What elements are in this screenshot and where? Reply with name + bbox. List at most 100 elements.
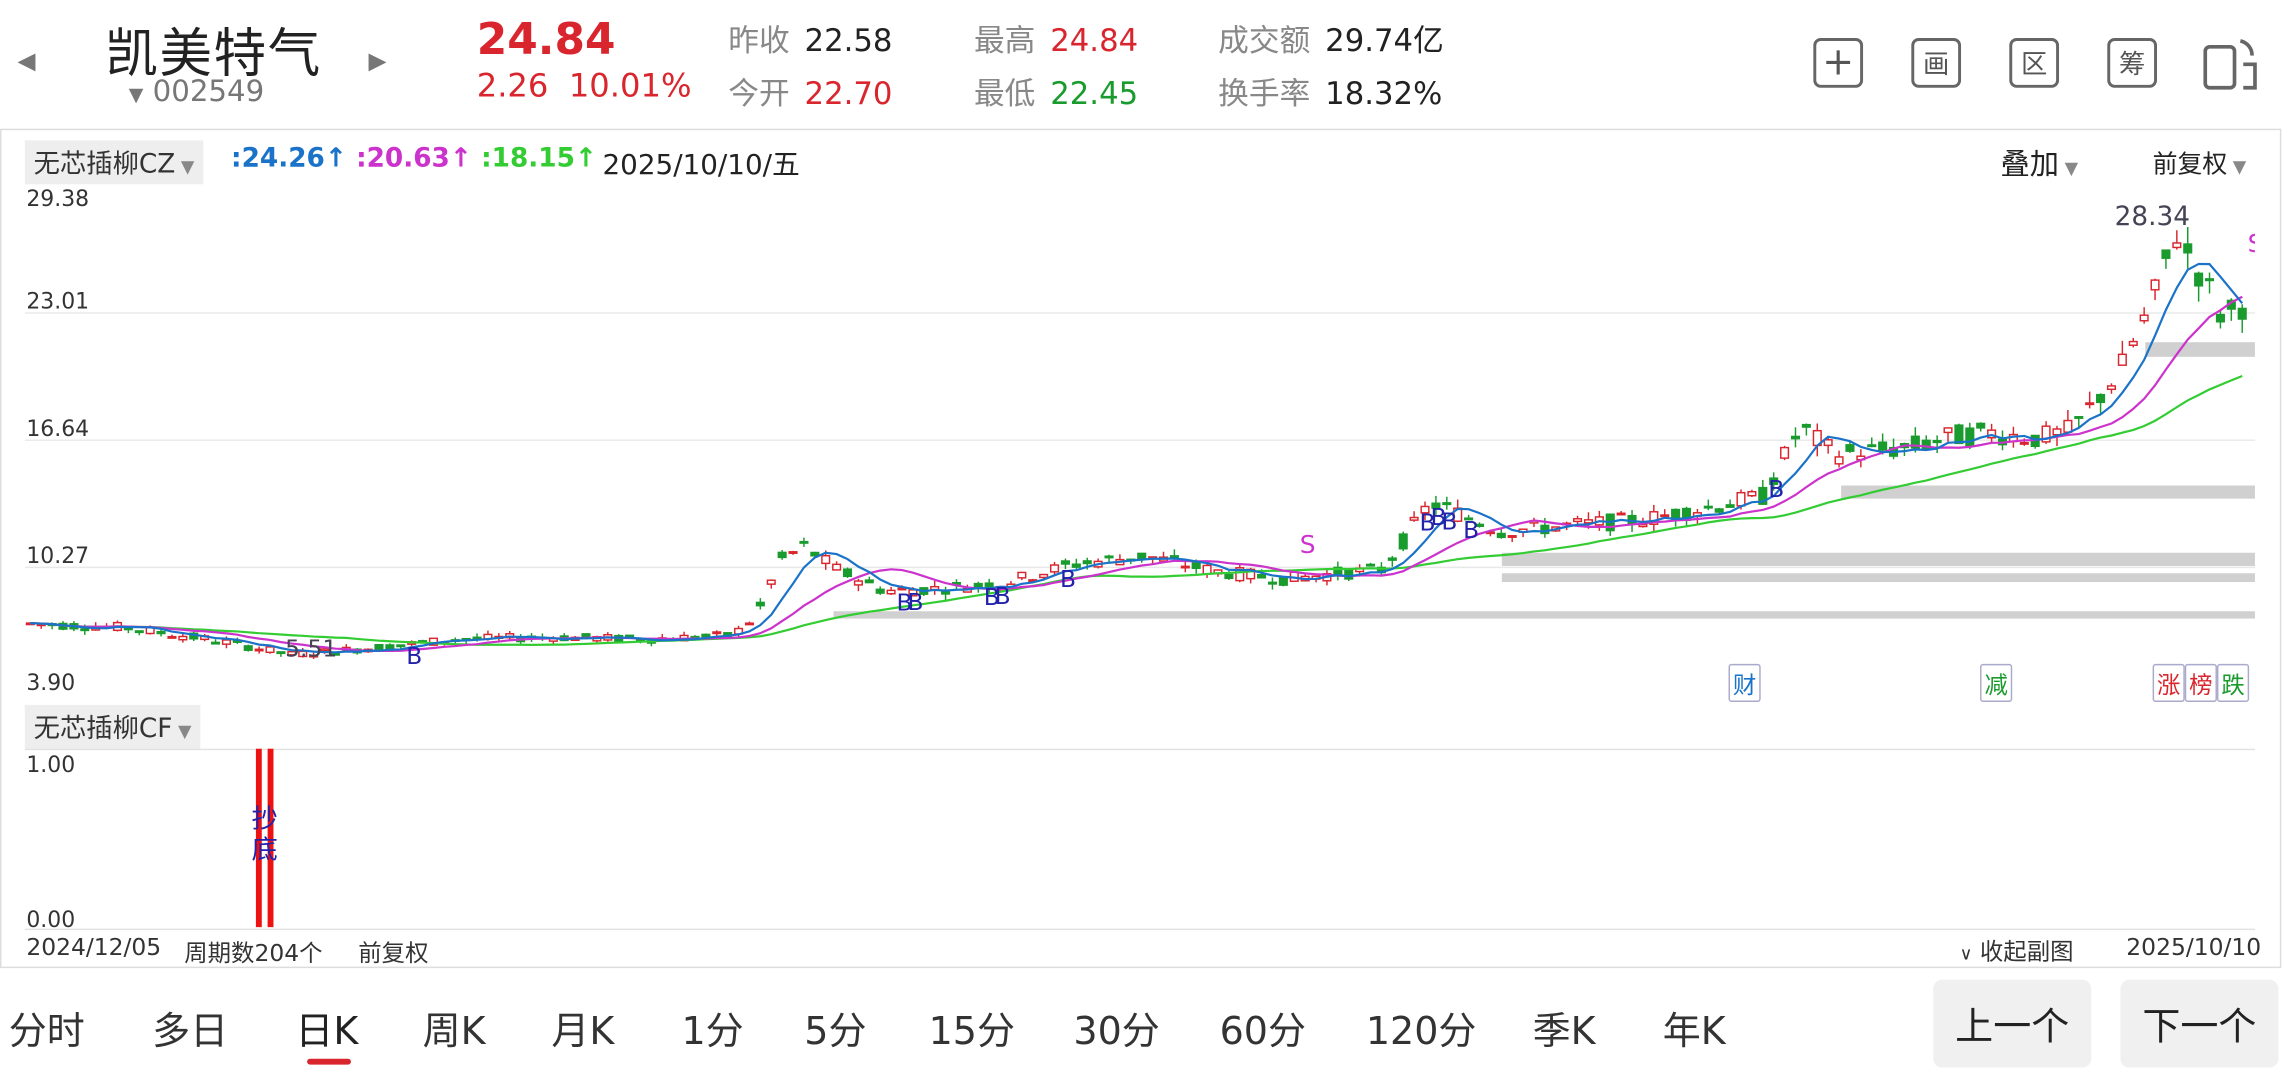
- candle-body: [1747, 490, 1757, 497]
- candle-body: [1910, 435, 1920, 449]
- active-tab-indicator: [307, 1058, 351, 1065]
- collapse-subchart-button[interactable]: ∨ 收起副图: [1959, 937, 2074, 966]
- tab-timeshare[interactable]: 分时: [8, 1010, 85, 1055]
- candle-body: [1398, 533, 1408, 550]
- price-axis-label: 23.01: [26, 288, 90, 315]
- candle-body: [897, 587, 907, 591]
- buy-signal: B: [1768, 475, 1784, 503]
- candle-body: [2237, 307, 2247, 320]
- overlay-button[interactable]: 叠加 ▼: [2000, 146, 2079, 182]
- candle-body: [1954, 424, 1964, 445]
- prev-stock-icon[interactable]: ◀: [17, 46, 36, 75]
- rotate-screen-icon[interactable]: [2199, 32, 2260, 99]
- next-stock-icon[interactable]: ▶: [368, 46, 387, 75]
- candle-body: [2052, 428, 2062, 436]
- candle-body: [973, 582, 983, 588]
- stock-code: 002549: [152, 73, 265, 109]
- candle-body: [2041, 425, 2051, 443]
- candle-body: [941, 591, 951, 595]
- tab-120min[interactable]: 120分: [1365, 1010, 1477, 1055]
- candle-body: [1039, 573, 1049, 579]
- candle-body: [1049, 564, 1060, 573]
- tab-15min[interactable]: 15分: [928, 1010, 1016, 1055]
- adjust-button[interactable]: 前复权 ▼: [2152, 150, 2247, 180]
- add-icon[interactable]: +: [1813, 38, 1864, 88]
- dropdown-icon: ▼: [128, 84, 144, 107]
- finance-tag[interactable]: 财: [1728, 663, 1761, 702]
- candle-body: [1071, 563, 1081, 568]
- rise-tag[interactable]: 涨: [2152, 663, 2185, 702]
- candle-body: [799, 540, 809, 544]
- stat-label: 今开: [728, 76, 790, 112]
- candle-body: [2096, 393, 2106, 404]
- buy-signal: B: [984, 583, 1000, 611]
- candle-body: [1758, 486, 1768, 505]
- ma-short-line: [30, 262, 2244, 654]
- candle-body: [832, 563, 842, 571]
- price-change: 2.26 10.01%: [477, 69, 692, 106]
- fall-tag[interactable]: 跌: [2216, 663, 2250, 702]
- tab-multiday[interactable]: 多日: [152, 1010, 229, 1055]
- candle-body: [1202, 564, 1212, 575]
- candle-body: [701, 633, 711, 638]
- candle-body: [2183, 243, 2193, 254]
- candle-body: [1409, 516, 1419, 521]
- candle-body: [1790, 435, 1801, 440]
- main-indicator-selector[interactable]: 无芯插柳CZ ▼: [24, 140, 204, 185]
- candle-body: [1191, 561, 1201, 570]
- candle-body: [1442, 502, 1452, 506]
- candle-body: [2150, 279, 2160, 291]
- tab-quarterly-k[interactable]: 季K: [1532, 1010, 1596, 1055]
- candle-body: [319, 648, 330, 652]
- tab-monthly-k[interactable]: 月K: [551, 1010, 615, 1055]
- stat-label: 换手率: [1218, 76, 1311, 112]
- tab-5min[interactable]: 5分: [804, 1010, 867, 1055]
- low-price-marker: 5.51: [285, 634, 338, 663]
- stock-code-row[interactable]: ▼ 002549: [129, 73, 265, 108]
- candle-body: [1257, 573, 1267, 579]
- candle-body: [1823, 439, 1833, 447]
- tab-yearly-k[interactable]: 年K: [1662, 1010, 1726, 1055]
- stat-value: 22.45: [1050, 76, 1139, 112]
- draw-icon[interactable]: 画: [1911, 38, 1962, 88]
- tab-60min[interactable]: 60分: [1219, 1010, 1307, 1055]
- candle-body: [1365, 563, 1376, 567]
- candle-body: [2204, 278, 2215, 282]
- chip-icon[interactable]: 筹: [2107, 38, 2157, 88]
- candle-body: [864, 579, 874, 584]
- ma-long-value: :18.15↑: [481, 143, 597, 175]
- sub-indicator-selector[interactable]: 无芯插柳CF ▼: [24, 704, 201, 749]
- tab-weekly-k[interactable]: 周K: [422, 1010, 486, 1055]
- period-count: 周期数204个: [184, 938, 323, 967]
- tab-daily-k[interactable]: 日K: [295, 1010, 359, 1055]
- candle-body: [1714, 508, 1724, 513]
- prev-button[interactable]: 上一个: [1933, 979, 2092, 1068]
- signal-bar: [267, 748, 274, 928]
- indicator-name: 无芯插柳CF: [33, 713, 173, 745]
- stat-label: 成交额: [1218, 23, 1311, 59]
- price-axis-label: 16.64: [26, 415, 90, 442]
- sell-signal: S: [1300, 530, 1316, 559]
- list-tag[interactable]: 榜: [2184, 663, 2217, 702]
- range-icon[interactable]: 区: [2009, 38, 2060, 88]
- buy-signal: B: [1441, 507, 1457, 535]
- candle-body: [755, 601, 765, 607]
- candle-body: [309, 654, 319, 658]
- candle-body: [1224, 573, 1234, 580]
- tab-30min[interactable]: 30分: [1073, 1010, 1160, 1055]
- candle-body: [1921, 439, 1931, 450]
- candle-body: [1780, 446, 1790, 459]
- buy-signal: B: [897, 589, 913, 617]
- kline-panel[interactable]: [0, 128, 2282, 969]
- candle-body: [1180, 565, 1190, 569]
- candle-body: [2139, 314, 2149, 322]
- stat-value: 24.84: [1050, 23, 1139, 59]
- next-button[interactable]: 下一个: [2120, 979, 2279, 1068]
- tab-1min[interactable]: 1分: [681, 1010, 744, 1055]
- end-date: 2025/10/10: [2126, 932, 2262, 961]
- reduce-tag[interactable]: 减: [1980, 663, 2013, 702]
- candle-body: [1507, 535, 1517, 538]
- kline-chart[interactable]: BBBBBBBBBBBBBBSSSSS: [24, 187, 2255, 696]
- candle-body: [2019, 441, 2029, 445]
- stat-value: 29.74亿: [1325, 23, 1444, 59]
